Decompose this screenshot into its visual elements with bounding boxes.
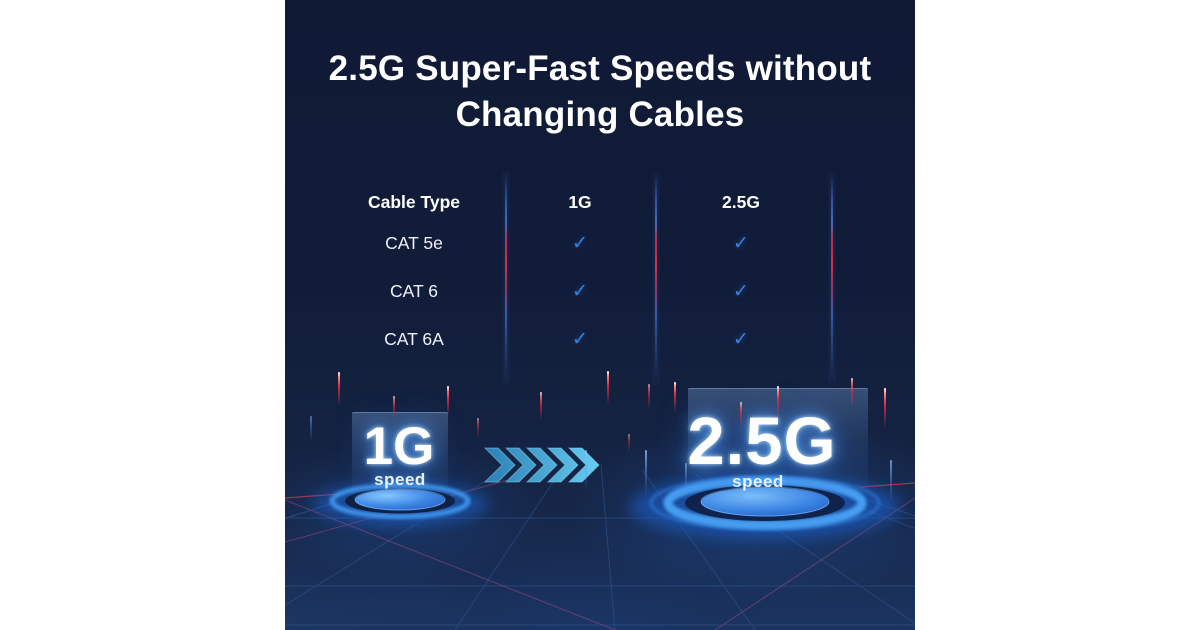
divider-streak [505, 172, 507, 384]
particle-streak [890, 460, 892, 502]
check-icon: ✓ [572, 280, 588, 302]
cable-type-cat6: CAT 6 [390, 280, 438, 301]
particle-streak [851, 378, 853, 408]
check-icon: ✓ [572, 328, 588, 350]
scene-graphics [285, 447, 915, 630]
particle-streak [585, 450, 587, 490]
column-header-1g: 1G [568, 191, 592, 212]
platform-2-5g [630, 475, 900, 539]
particle-streak [310, 416, 312, 442]
title-line-1: 2.5G Super-Fast Speeds without [328, 49, 872, 88]
particle-streak [447, 386, 449, 416]
table-header-row: Cable Type 1G 2.5G [285, 185, 865, 219]
speed-label-2-5g: speed [732, 472, 784, 491]
particle-streak [674, 382, 676, 412]
speed-value-2-5g: 2.5G [687, 404, 837, 479]
check-icon: ✓ [733, 280, 749, 302]
check-icon: ✓ [572, 232, 588, 254]
promo-panel: 2.5G Super-Fast Speeds without Changing … [285, 0, 915, 630]
particle-streak [777, 386, 779, 418]
particle-streak [685, 463, 687, 493]
speed-label-1g: speed [374, 470, 426, 489]
table-row: CAT 6A ✓ ✓ [285, 315, 865, 363]
divider-streak [655, 172, 657, 384]
column-header-cable-type: Cable Type [367, 191, 461, 212]
cable-type-cat5e: CAT 5e [385, 232, 443, 253]
page-title: 2.5G Super-Fast Speeds without Changing … [285, 46, 915, 138]
speed-comparison-scene: 1G speed 2.5G speed [285, 370, 915, 630]
particle-streak [393, 396, 395, 420]
particle-streak [628, 434, 630, 452]
table-row: CAT 6 ✓ ✓ [285, 267, 865, 315]
check-icon: ✓ [733, 328, 749, 350]
column-header-2-5g: 2.5G [722, 191, 760, 212]
particle-streak [338, 372, 340, 406]
particle-streak [607, 371, 609, 405]
particle-streak [648, 384, 650, 410]
check-icon: ✓ [733, 232, 749, 254]
platform-1g [312, 482, 488, 526]
particle-streak [740, 402, 742, 428]
divider-streak [831, 172, 833, 384]
particle-streak [645, 450, 647, 495]
glass-panel-1g [352, 412, 448, 497]
table-row: CAT 5e ✓ ✓ [285, 219, 865, 267]
fast-forward-arrows-icon [483, 447, 600, 483]
speed-value-1g: 1G [363, 417, 435, 476]
title-line-2: Changing Cables [455, 95, 745, 134]
particle-streak [884, 388, 886, 428]
cable-type-cat6a: CAT 6A [384, 328, 444, 349]
particle-streak [540, 392, 542, 420]
particle-streak [477, 418, 479, 438]
cable-compatibility-table: Cable Type 1G 2.5G CAT 5e ✓ ✓ CAT 6 ✓ ✓ … [285, 185, 865, 363]
